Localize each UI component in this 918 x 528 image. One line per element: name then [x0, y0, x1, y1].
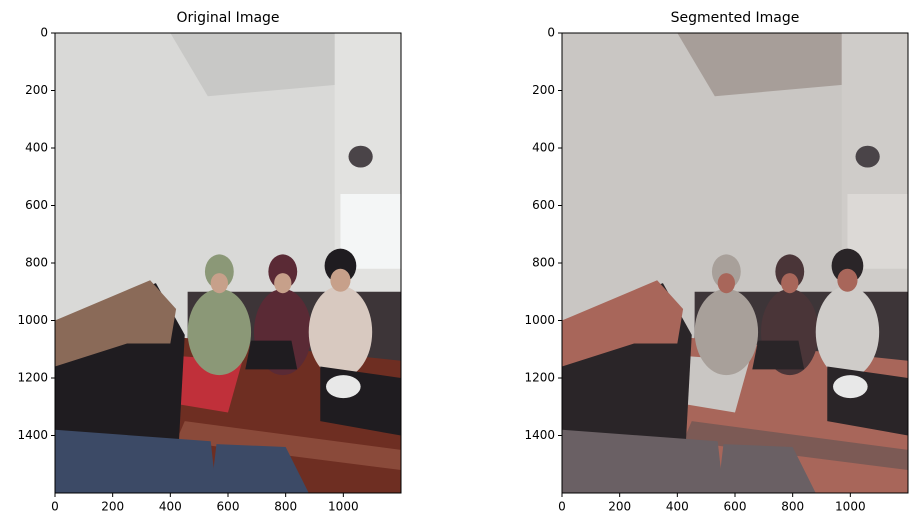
x-tick-label: 0: [51, 500, 59, 514]
image-region: [833, 375, 868, 399]
x-tick-label: 600: [724, 500, 747, 514]
y-tick-label: 800: [25, 256, 48, 270]
image-region: [176, 421, 401, 470]
axes-title: Original Image: [176, 10, 279, 26]
x-tick-label: 400: [159, 500, 182, 514]
x-tick-label: 200: [101, 500, 124, 514]
y-tick-label: 200: [25, 83, 48, 97]
x-tick-label: 1000: [328, 500, 359, 514]
y-tick-label: 1200: [17, 371, 48, 385]
image-region: [855, 145, 880, 168]
image-region: [717, 273, 735, 294]
image-region: [694, 288, 759, 376]
image-region: [308, 286, 373, 378]
y-tick-label: 1000: [17, 313, 48, 327]
image-region: [326, 375, 361, 399]
image-region: [752, 340, 805, 370]
image-region: [562, 429, 724, 493]
x-tick-label: 200: [608, 500, 631, 514]
image-region: [348, 145, 373, 168]
image-region: [210, 273, 228, 294]
image-region: [210, 444, 309, 493]
x-tick-label: 800: [274, 500, 297, 514]
image-region: [55, 280, 177, 367]
y-tick-label: 1200: [524, 371, 555, 385]
image: [562, 33, 908, 493]
y-tick-label: 400: [532, 141, 555, 155]
image-region: [837, 268, 858, 292]
image-region: [274, 273, 292, 294]
image-region: [55, 429, 217, 493]
y-tick-label: 1400: [17, 428, 48, 442]
y-tick-label: 600: [532, 198, 555, 212]
x-tick-label: 800: [781, 500, 804, 514]
image-region: [187, 288, 252, 376]
image: [55, 33, 401, 493]
y-tick-label: 1000: [524, 313, 555, 327]
x-tick-label: 1000: [835, 500, 866, 514]
y-tick-label: 0: [40, 26, 48, 40]
y-tick-label: 800: [532, 256, 555, 270]
image-region: [815, 286, 880, 378]
y-tick-label: 0: [547, 26, 555, 40]
y-tick-label: 400: [25, 141, 48, 155]
x-tick-label: 400: [666, 500, 689, 514]
y-tick-label: 1400: [524, 428, 555, 442]
axes-title: Segmented Image: [671, 10, 800, 26]
y-tick-label: 600: [25, 198, 48, 212]
image-region: [562, 280, 684, 367]
image-region: [245, 340, 298, 370]
image-region: [330, 268, 351, 292]
image-region: [717, 444, 816, 493]
image-region: [683, 421, 908, 470]
x-tick-label: 600: [217, 500, 240, 514]
x-tick-label: 0: [558, 500, 566, 514]
y-tick-label: 200: [532, 83, 555, 97]
image-region: [781, 273, 799, 294]
